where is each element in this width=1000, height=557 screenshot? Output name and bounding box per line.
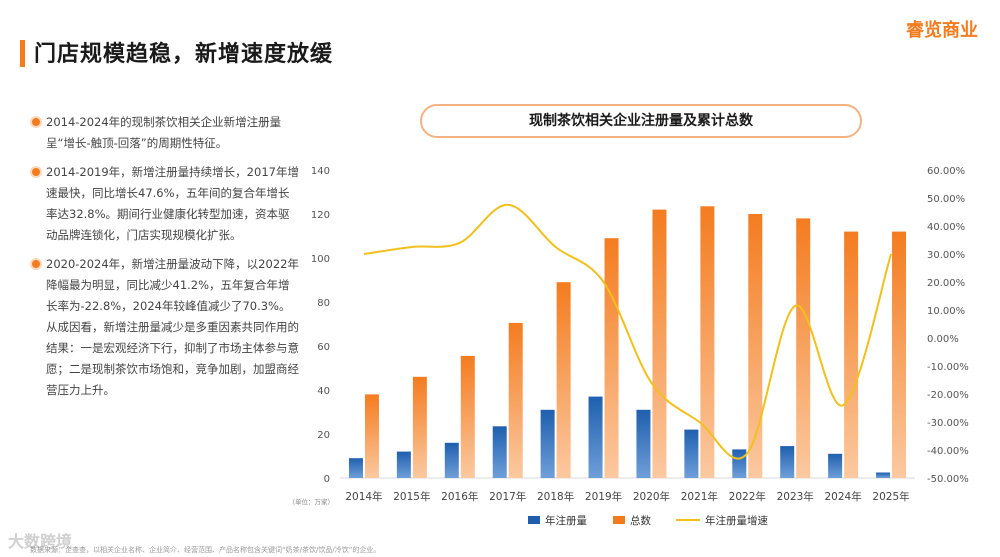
bar-total [652, 209, 667, 478]
bar-total [364, 394, 379, 478]
growth-rate-line [363, 203, 892, 460]
brand-logo: 睿览商业 [906, 20, 978, 41]
y-right-tick-label: -30.00% [927, 418, 969, 429]
bar-new-registrations [732, 449, 747, 478]
bar-total [556, 282, 571, 478]
bar-new-registrations [492, 426, 507, 478]
x-tick-label: 2017年 [489, 490, 526, 503]
watermark-logo: 大数跨境 [8, 532, 73, 551]
y-left-tick-label: 140 [311, 166, 330, 177]
y-right-tick-label: 60.00% [927, 166, 965, 177]
bar-new-registrations [540, 409, 555, 478]
bar-total [748, 214, 763, 478]
bullet-item: 2014-2019年，新增注册量持续增长，2017年增速最快，同比增长47.6%… [32, 162, 300, 246]
x-tick-label: 2015年 [393, 490, 430, 503]
y-right-tick-label: -40.00% [927, 446, 969, 457]
x-tick-label: 2024年 [825, 490, 862, 503]
bar-new-registrations [636, 409, 651, 478]
y-left-tick-label: 120 [311, 210, 330, 221]
y-left-tick-label: 40 [317, 386, 330, 397]
x-tick-label: 2023年 [777, 490, 814, 503]
bullet-dot-icon [32, 168, 40, 176]
y-right-tick-label: 50.00% [927, 194, 965, 205]
bar-new-registrations [684, 429, 699, 478]
x-tick-label: 2016年 [441, 490, 478, 503]
bar-total [460, 355, 475, 478]
x-tick-label: 2022年 [729, 490, 766, 503]
x-tick-label: 2014年 [345, 490, 382, 503]
bar-new-registrations [396, 451, 411, 478]
legend-label: 年注册量 [545, 514, 587, 527]
bar-new-registrations [444, 442, 459, 478]
bullet-text: 2020-2024年，新增注册量波动下降，以2022年降幅最为明显，同比减少41… [46, 257, 299, 397]
unit-label: （单位：万家） [289, 497, 335, 506]
bar-new-registrations [780, 446, 795, 478]
bullet-list: 2014-2024年的现制茶饮相关企业新增注册量呈“增长-触顶-回落”的周期性特… [32, 112, 300, 409]
bar-new-registrations [348, 458, 363, 478]
x-tick-label: 2019年 [585, 490, 622, 503]
y-right-tick-label: -50.00% [927, 474, 969, 485]
y-left-tick-label: 80 [317, 298, 330, 309]
x-tick-label: 2021年 [681, 490, 718, 503]
x-tick-label: 2020年 [633, 490, 670, 503]
chart-title: 现制茶饮相关企业注册量及累计总数 [420, 104, 862, 138]
bar-total [604, 238, 619, 478]
y-left-tick-label: 100 [311, 254, 330, 265]
bullet-text: 2014-2019年，新增注册量持续增长，2017年增速最快，同比增长47.6%… [46, 165, 299, 242]
legend-swatch-total [613, 516, 625, 524]
y-right-tick-label: 40.00% [927, 222, 965, 233]
bar-new-registrations [588, 396, 603, 478]
y-left-tick-label: 0 [324, 474, 330, 485]
bar-total [700, 206, 715, 479]
x-tick-label: 2018年 [537, 490, 574, 503]
y-right-tick-label: 30.00% [927, 250, 965, 261]
legend-swatch-new [528, 516, 540, 524]
legend-label: 年注册量增速 [705, 514, 768, 527]
bullet-item: 2014-2024年的现制茶饮相关企业新增注册量呈“增长-触顶-回落”的周期性特… [32, 112, 300, 154]
y-left-tick-label: 60 [317, 342, 330, 353]
y-right-tick-label: 10.00% [927, 306, 965, 317]
y-right-tick-label: 20.00% [927, 278, 965, 289]
bar-new-registrations [828, 453, 843, 478]
bar-new-registrations [876, 472, 891, 478]
bullet-dot-icon [32, 118, 40, 126]
data-source-note: 数据来源：企查查，以相关企业名称、企业简介、经营范围、产品名称包含关键词“奶茶/… [30, 546, 381, 554]
bar-total [508, 322, 523, 478]
bar-total [844, 231, 859, 478]
bullet-item: 2020-2024年，新增注册量波动下降，以2022年降幅最为明显，同比减少41… [32, 254, 300, 401]
bullet-text: 2014-2024年的现制茶饮相关企业新增注册量呈“增长-触顶-回落”的周期性特… [46, 115, 282, 150]
bullet-dot-icon [32, 260, 40, 268]
title-accent-bar [20, 40, 25, 67]
y-right-tick-label: -20.00% [927, 390, 969, 401]
y-right-tick-label: -10.00% [927, 362, 969, 373]
bar-total [796, 218, 811, 478]
bar-total [412, 376, 427, 478]
bar-total [892, 231, 907, 478]
legend-label: 总数 [630, 514, 651, 527]
y-right-tick-label: 0.00% [927, 334, 959, 345]
y-left-tick-label: 20 [317, 430, 330, 441]
page-title: 门店规模趋稳，新增速度放缓 [34, 42, 334, 67]
x-tick-label: 2025年 [872, 490, 909, 503]
